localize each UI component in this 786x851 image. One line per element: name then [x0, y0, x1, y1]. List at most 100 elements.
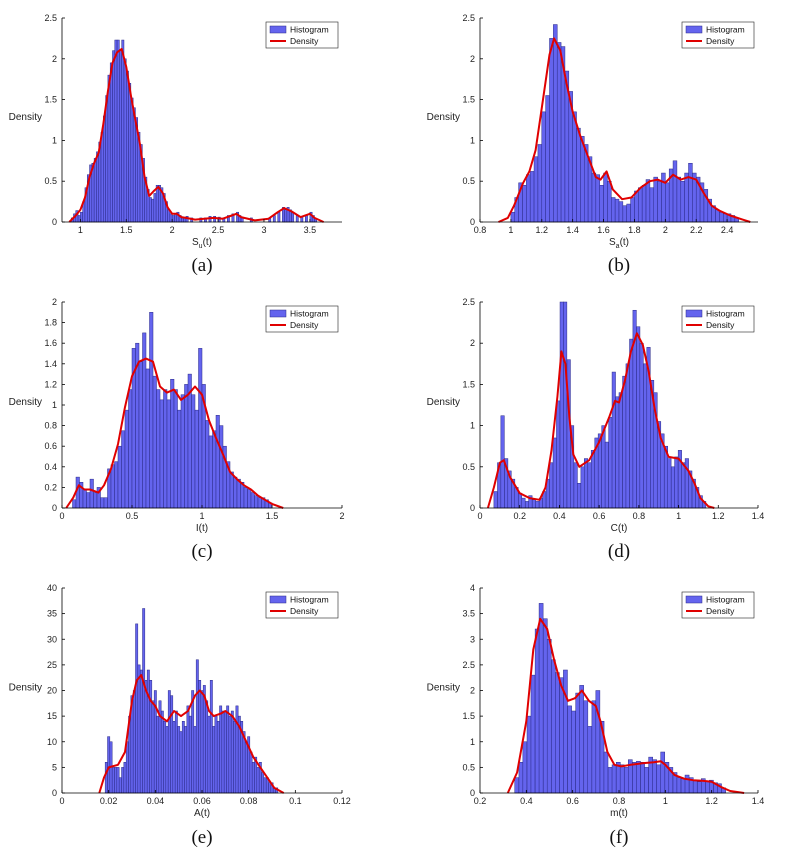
histogram-bar — [156, 715, 160, 794]
y-tick-label: 35 — [47, 609, 57, 619]
histogram-bar — [626, 203, 631, 223]
y-tick-label: 1 — [52, 400, 57, 410]
histogram-bar — [676, 777, 682, 794]
histogram-bar — [181, 721, 185, 794]
y-tick-label: 1 — [52, 135, 57, 145]
x-tick-label: 0.12 — [333, 796, 351, 806]
histogram-bar — [556, 42, 562, 223]
histogram-bar — [151, 198, 155, 223]
histogram-bar — [256, 767, 260, 794]
histogram-bar — [641, 185, 647, 223]
histogram-bar — [145, 368, 150, 509]
histogram-bar — [135, 623, 139, 794]
histogram-bar — [121, 39, 125, 223]
histogram-bars — [493, 301, 707, 509]
histogram-bar — [643, 363, 648, 509]
histogram-bar — [86, 492, 91, 509]
x-tick-label: 1.5 — [266, 511, 279, 521]
histogram-bar — [149, 312, 154, 509]
histogram-bar — [607, 767, 613, 794]
histogram-bar — [261, 772, 265, 794]
y-tick-label: 4 — [470, 583, 475, 593]
histogram-bar — [587, 726, 593, 794]
chart-panel-b: 0.8 1 1.2 1.4 1.6 1.8 2 2.2 2.4 0 0.5 1 1.5 2 2.5 Sa(t)… — [427, 13, 758, 276]
histogram-bar — [107, 74, 111, 223]
histogram-bar — [117, 445, 122, 509]
histogram-bar — [249, 751, 253, 794]
legend-label-density: Density — [706, 36, 735, 46]
histogram-bar — [105, 95, 109, 223]
histogram-bar — [159, 399, 164, 509]
histogram-bar — [103, 497, 108, 509]
histogram-bar — [181, 217, 184, 223]
histogram-bar — [567, 705, 572, 794]
histogram-bar — [639, 342, 644, 509]
histogram-bar — [219, 425, 224, 509]
histogram-bar — [151, 700, 155, 794]
histogram-bar — [191, 690, 195, 794]
histogram-bar — [123, 762, 127, 794]
histogram-bar — [212, 726, 216, 794]
histogram-bar — [645, 179, 651, 223]
x-tick-label: 0.8 — [474, 225, 487, 235]
histogram-bar — [577, 483, 582, 509]
histogram-bar — [138, 361, 143, 509]
legend-label-density: Density — [706, 606, 735, 616]
histogram-bar — [595, 174, 600, 223]
legend-box — [265, 305, 339, 333]
histogram-bar — [104, 762, 108, 794]
histogram-bar — [244, 741, 248, 794]
histogram-bar — [179, 731, 183, 794]
histogram-bar — [611, 371, 616, 509]
density-curve — [486, 332, 715, 509]
histogram-bar — [656, 764, 662, 794]
histogram-bar — [219, 705, 223, 794]
histogram-bar — [216, 721, 220, 794]
y-tick-label: 20 — [47, 686, 57, 696]
x-tick-label: 2.5 — [212, 225, 225, 235]
histogram-bar — [555, 672, 560, 794]
histogram-bar — [684, 172, 689, 223]
histogram-bar — [188, 715, 192, 794]
histogram-bar — [170, 695, 174, 794]
histogram-bar — [537, 144, 543, 223]
legend-label-density: Density — [290, 606, 319, 616]
y-tick-label: 0 — [470, 217, 475, 227]
histogram-bar — [591, 172, 597, 223]
y-tick-label: 2 — [52, 297, 57, 307]
histogram-bar — [215, 415, 220, 509]
histogram-bar — [144, 680, 148, 794]
x-tick-label: 0.2 — [513, 511, 526, 521]
histogram-bar — [109, 62, 113, 223]
panel-label: (d) — [608, 541, 630, 562]
histogram-bar — [156, 389, 161, 509]
y-tick-label: 0.8 — [44, 421, 57, 431]
histogram-bar — [619, 764, 625, 794]
y-tick-label: 1.5 — [462, 95, 475, 105]
histogram-bar — [644, 767, 649, 794]
histogram-bar — [576, 127, 581, 223]
histogram-bar — [177, 726, 181, 794]
histogram-bar — [636, 760, 641, 794]
histogram-bars — [104, 608, 279, 794]
histogram-bar — [119, 50, 122, 223]
histogram-bar — [152, 375, 157, 509]
histogram-bar — [130, 97, 134, 223]
histogram-bar — [272, 215, 276, 223]
x-tick-label: 0.4 — [520, 796, 533, 806]
histogram-bar — [93, 158, 97, 223]
x-tick-label: 0.6 — [566, 796, 579, 806]
y-tick-label: 2 — [470, 686, 475, 696]
x-tick-label: 2.4 — [721, 225, 734, 235]
x-tick-label: 0.02 — [100, 796, 118, 806]
histogram-bar — [89, 478, 94, 509]
x-tick-label: 0.6 — [593, 511, 606, 521]
histogram-bar — [160, 710, 164, 794]
legend-label-density: Density — [290, 36, 319, 46]
y-tick-label: 1 — [470, 421, 475, 431]
x-axis-label: C(t) — [611, 523, 628, 534]
y-tick-label: 40 — [47, 583, 57, 593]
x-tick-label: 1.4 — [752, 796, 765, 806]
histogram-bar — [114, 39, 118, 223]
